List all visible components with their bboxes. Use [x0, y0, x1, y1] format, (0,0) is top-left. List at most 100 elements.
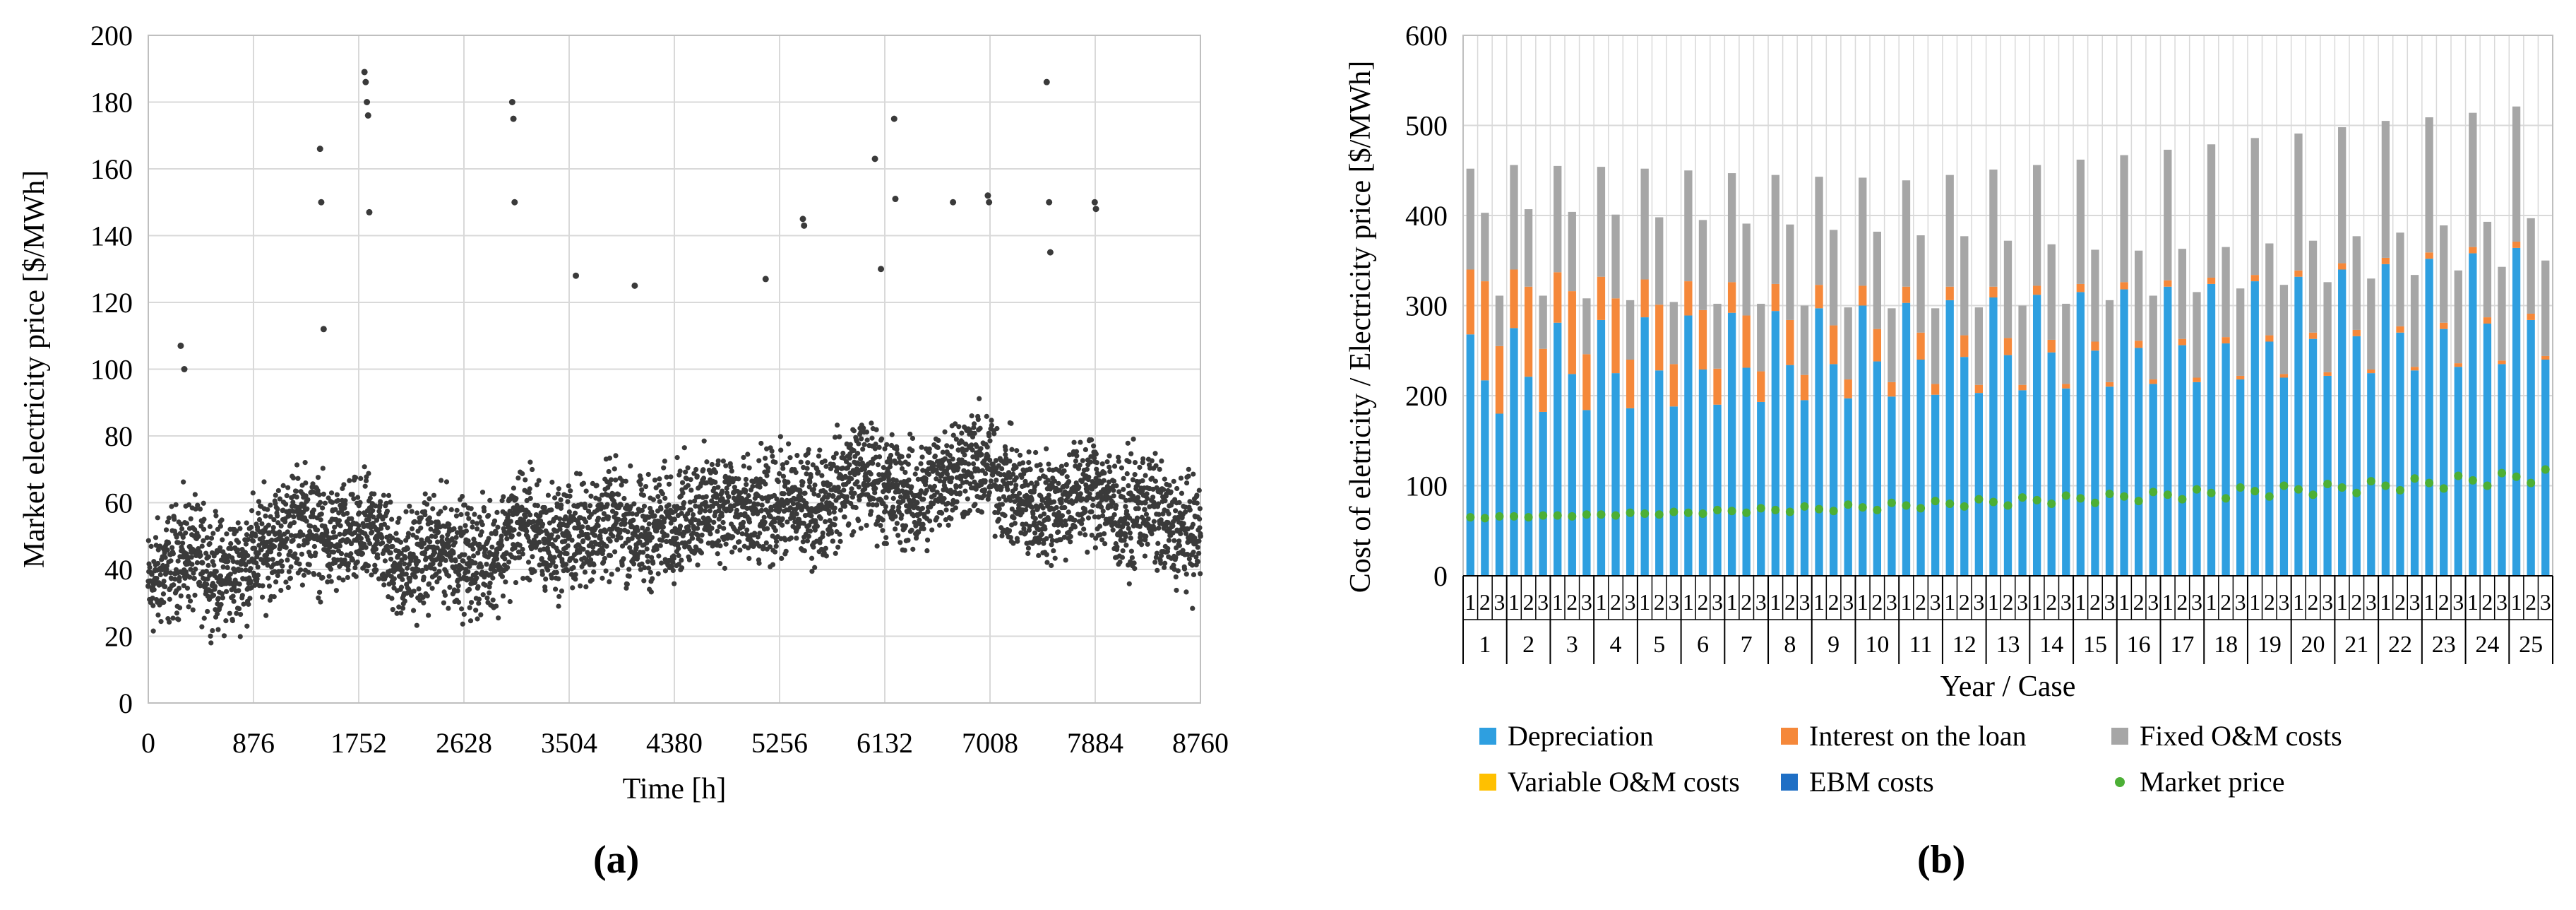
scatter-point	[841, 488, 847, 493]
scatter-point	[186, 593, 191, 599]
scatter-point	[419, 567, 425, 573]
bar-segment	[1989, 169, 1998, 287]
scatter-point	[870, 461, 876, 466]
scatter-point	[462, 502, 467, 508]
scatter-point	[203, 550, 209, 556]
scatter-point	[225, 558, 231, 564]
scatter-point	[822, 458, 828, 464]
scatter-point	[624, 585, 629, 591]
scatter-point	[436, 569, 442, 574]
scatter-point	[516, 555, 523, 560]
scatter-point	[741, 454, 746, 461]
scatter-point	[1126, 459, 1132, 465]
scatter-point	[1107, 468, 1113, 475]
scatter-point	[414, 622, 419, 628]
scatter-point	[656, 553, 662, 559]
scatter-point	[989, 418, 994, 423]
scatter-point	[638, 567, 643, 572]
scatter-point	[741, 519, 746, 525]
case-tick-label: 2	[1610, 589, 1621, 615]
scatter-point	[698, 506, 704, 512]
scatter-point	[345, 561, 351, 567]
bar-segment	[1829, 364, 1838, 576]
bar-segment	[1495, 345, 1504, 414]
scatter-point	[1102, 541, 1108, 547]
scatter-point	[994, 478, 999, 483]
scatter-point	[420, 594, 426, 601]
scatter-point	[479, 522, 485, 528]
scatter-point	[454, 507, 460, 513]
scatter-point	[1064, 474, 1070, 480]
scatter-point	[773, 543, 779, 549]
scatter-spike-point	[984, 192, 991, 199]
scatter-point	[683, 469, 688, 475]
scatter-point	[320, 466, 326, 471]
scatter-point	[275, 513, 280, 519]
scatter-point	[854, 451, 861, 456]
scatter-point	[883, 504, 888, 509]
scatter-point	[580, 546, 586, 552]
scatter-point	[694, 473, 700, 479]
case-tick-label: 3	[1842, 589, 1854, 615]
market-price-point	[2279, 481, 2289, 490]
scatter-point	[357, 510, 362, 516]
scatter-point	[179, 526, 185, 532]
scatter-point	[876, 454, 883, 460]
scatter-point	[1119, 465, 1125, 471]
scatter-point	[1140, 456, 1146, 462]
scatter-point	[255, 572, 261, 578]
bar-segment	[1539, 411, 1547, 576]
scatter-point	[421, 574, 427, 580]
scatter-point	[424, 502, 430, 507]
scatter-point	[794, 453, 800, 459]
scatter-point	[780, 522, 785, 528]
scatter-spike-point	[1046, 249, 1054, 256]
scatter-point	[785, 479, 791, 485]
scatter-point	[563, 562, 569, 567]
scatter-point	[384, 508, 390, 514]
scatter-point	[198, 583, 203, 589]
scatter-point	[778, 447, 784, 453]
scatter-point	[534, 482, 540, 488]
scatter-point	[777, 434, 783, 439]
scatter-point	[438, 509, 443, 514]
bar-segment	[2032, 295, 2041, 576]
scatter-point	[956, 424, 962, 430]
scatter-point	[761, 514, 767, 520]
scatter-point	[294, 556, 300, 562]
scatter-point	[564, 550, 570, 557]
bar-segment	[1727, 282, 1736, 313]
scatter-point	[899, 454, 905, 459]
scatter-point	[804, 466, 810, 471]
scatter-point	[261, 535, 266, 540]
scatter-point	[155, 560, 161, 567]
scatter-point	[276, 551, 282, 557]
scatter-point	[612, 549, 618, 555]
scatter-point	[726, 481, 732, 488]
scatter-point	[331, 549, 337, 555]
scatter-spike-point	[573, 272, 580, 279]
scatter-point	[306, 569, 311, 575]
scatter-point	[523, 477, 528, 483]
scatter-point	[737, 539, 742, 545]
scatter-point	[259, 594, 266, 600]
scatter-point	[580, 538, 586, 544]
scatter-point	[1191, 572, 1197, 578]
scatter-point	[943, 507, 949, 513]
scatter-point	[362, 464, 367, 470]
scatter-point	[852, 490, 857, 496]
scatter-point	[999, 502, 1005, 507]
scatter-point	[721, 526, 727, 531]
bar-segment	[1771, 175, 1779, 284]
scatter-point	[750, 483, 756, 490]
scatter-point	[794, 536, 799, 541]
scatter-point	[1155, 540, 1161, 546]
scatter-point	[1016, 490, 1022, 496]
scatter-point	[723, 463, 729, 468]
scatter-point	[971, 421, 977, 427]
bar-segment	[1582, 354, 1591, 410]
scatter-point	[837, 538, 843, 544]
y-axis-label: Market electricity price [$/MWh]	[18, 170, 51, 568]
case-tick-label: 2	[1741, 589, 1752, 615]
bar-segment	[2032, 165, 2041, 286]
